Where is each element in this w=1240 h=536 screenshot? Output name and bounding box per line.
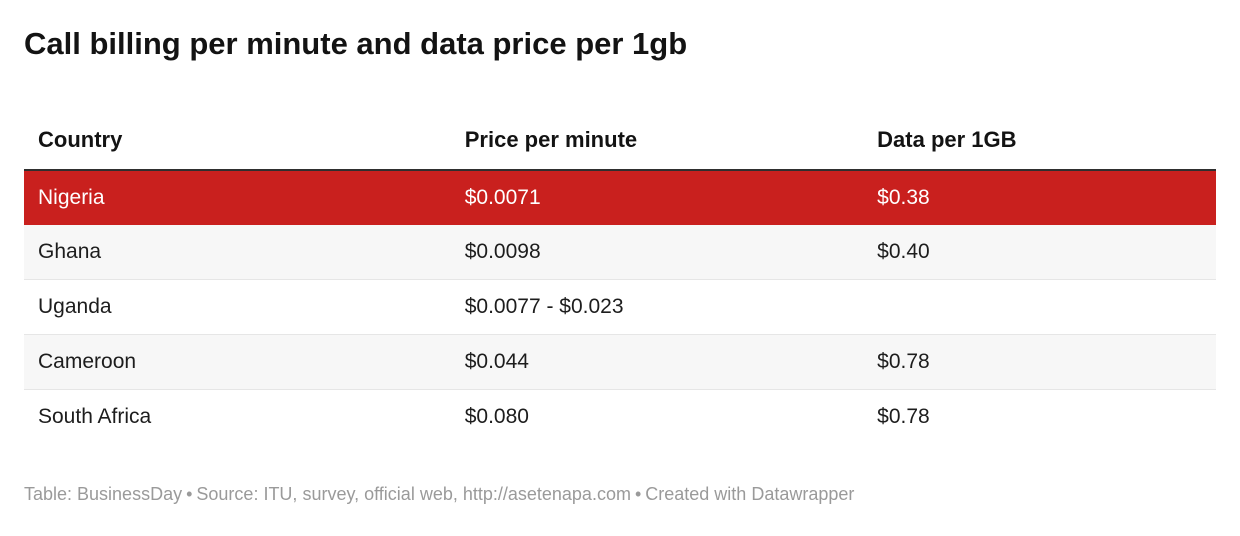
cell-data-per-1gb xyxy=(863,280,1216,335)
footer-source-credit: Source: ITU, survey, official web, http:… xyxy=(196,484,631,504)
chart-title: Call billing per minute and data price p… xyxy=(24,26,688,61)
column-header-country: Country xyxy=(24,96,451,171)
column-header-data-per-1gb: Data per 1GB xyxy=(863,96,1216,171)
cell-price-per-minute: $0.080 xyxy=(464,405,529,428)
table-row-cameroon: Cameroon $0.044 $0.78 xyxy=(24,334,1216,390)
footer-datawrapper-credit: Created with Datawrapper xyxy=(645,484,855,504)
table-row-nigeria: Nigeria $0.0071 $0.38 xyxy=(24,170,1216,225)
footer-separator: • xyxy=(634,484,642,504)
column-header-price-per-minute: Price per minute xyxy=(450,96,864,171)
cell-price-per-minute: $0.0098 xyxy=(464,240,541,263)
table-row-south-africa: South Africa $0.080 $0.78 xyxy=(24,389,1216,444)
table-row-uganda: Uganda $0.0077 - $0.023 xyxy=(24,279,1216,335)
cell-price-per-minute: $0.0077 - $0.023 xyxy=(464,295,624,318)
cell-price-per-minute: $0.044 xyxy=(464,350,529,373)
cell-data-per-1gb: $0.40 xyxy=(877,240,930,263)
cell-data-per-1gb: $0.78 xyxy=(877,405,930,428)
cell-country: Cameroon xyxy=(38,350,137,373)
cell-country: South Africa xyxy=(38,405,152,428)
cell-price-per-minute: $0.0071 xyxy=(464,186,541,209)
footer-separator: • xyxy=(186,484,193,504)
table-row-ghana: Ghana $0.0098 $0.40 xyxy=(24,225,1216,280)
data-table: Country Price per minute Data per 1GB Ni… xyxy=(24,96,1216,444)
cell-data-per-1gb: $0.38 xyxy=(877,186,930,209)
chart-footer: Table: BusinessDay • Source: ITU, survey, … xyxy=(24,482,1216,506)
cell-country: Ghana xyxy=(38,240,102,263)
cell-country: Nigeria xyxy=(38,186,105,209)
cell-country: Uganda xyxy=(38,295,112,318)
table-header-row: Country Price per minute Data per 1GB xyxy=(24,96,1216,171)
cell-data-per-1gb: $0.78 xyxy=(877,350,930,373)
footer-table-credit: Table: BusinessDay xyxy=(24,484,183,504)
